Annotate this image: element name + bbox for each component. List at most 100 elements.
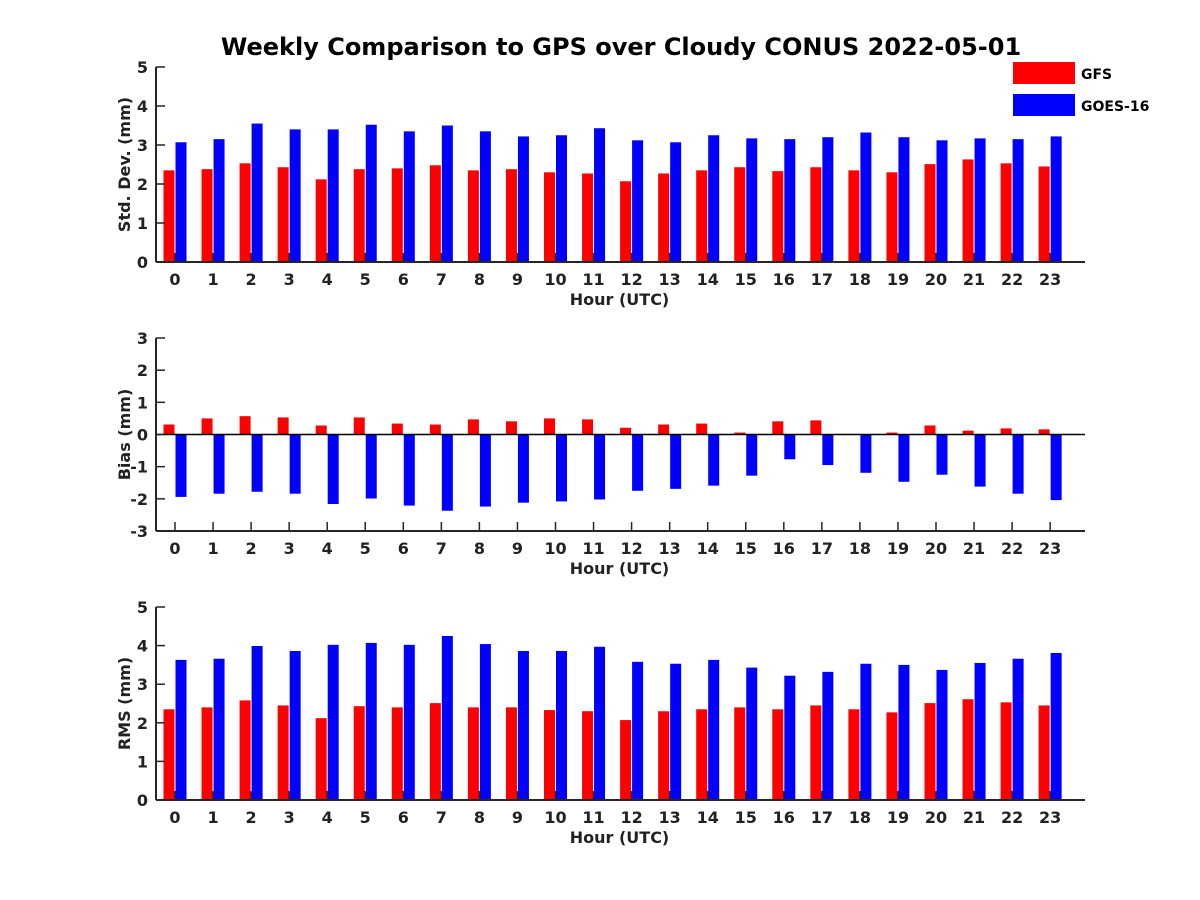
x-tick-label: 16 — [773, 539, 795, 558]
bar-goes16-hour-23 — [1050, 136, 1062, 262]
bar-gfs-hour-8 — [467, 170, 479, 262]
bar-goes16-hour-21 — [974, 434, 986, 487]
x-tick-label: 18 — [849, 270, 871, 289]
bar-gfs-hour-9 — [505, 707, 517, 800]
bar-goes16-hour-15 — [746, 138, 758, 262]
bar-goes16-hour-16 — [784, 434, 796, 460]
bar-gfs-hour-2 — [239, 700, 251, 800]
bar-goes16-hour-12 — [632, 140, 644, 262]
bar-goes16-hour-1 — [213, 139, 225, 262]
x-tick-label: 13 — [659, 270, 681, 289]
bar-gfs-hour-18 — [848, 170, 860, 262]
bar-gfs-hour-1 — [201, 418, 213, 435]
bar-gfs-hour-23 — [1038, 166, 1050, 262]
x-tick-label: 15 — [735, 539, 757, 558]
bar-gfs-hour-7 — [429, 703, 441, 800]
bar-goes16-hour-16 — [784, 139, 796, 262]
x-tick-label: 18 — [849, 539, 871, 558]
x-tick-label: 8 — [474, 539, 485, 558]
y-tick-label: 5 — [137, 598, 148, 617]
bar-goes16-hour-4 — [327, 434, 339, 504]
x-axis-label: Hour (UTC) — [570, 828, 670, 847]
bar-goes16-hour-22 — [1012, 658, 1024, 800]
bar-gfs-hour-13 — [658, 711, 670, 800]
bar-gfs-hour-19 — [886, 172, 898, 262]
bar-goes16-hour-2 — [251, 434, 263, 492]
y-tick-label: 0 — [137, 791, 148, 810]
bar-gfs-hour-7 — [429, 165, 441, 262]
bar-gfs-hour-20 — [924, 425, 936, 435]
bar-gfs-hour-1 — [201, 707, 213, 800]
x-tick-label: 14 — [697, 270, 719, 289]
bar-goes16-hour-8 — [479, 644, 491, 800]
bar-gfs-hour-10 — [544, 418, 555, 435]
x-tick-label: 2 — [246, 539, 257, 558]
bar-goes16-hour-14 — [708, 135, 720, 262]
chart-title: Weekly Comparison to GPS over Cloudy CON… — [221, 33, 1021, 61]
y-tick-label: 1 — [137, 214, 148, 233]
bar-goes16-hour-13 — [670, 434, 682, 489]
y-tick-label: 2 — [137, 361, 148, 380]
x-tick-label: 10 — [544, 808, 566, 827]
x-tick-label: 20 — [925, 808, 947, 827]
bar-gfs-hour-8 — [467, 419, 479, 435]
x-axis-label: Hour (UTC) — [570, 559, 670, 578]
x-tick-label: 14 — [697, 808, 719, 827]
bar-gfs-hour-21 — [962, 699, 974, 800]
bar-goes16-hour-17 — [822, 671, 834, 800]
bar-goes16-hour-12 — [632, 661, 644, 800]
x-tick-label: 3 — [284, 539, 295, 558]
bar-gfs-hour-9 — [505, 421, 517, 435]
bar-gfs-hour-23 — [1038, 705, 1050, 800]
x-tick-label: 7 — [436, 808, 447, 827]
bar-goes16-hour-17 — [822, 137, 834, 262]
bar-goes16-hour-22 — [1012, 139, 1024, 262]
y-tick-label: -3 — [130, 522, 148, 541]
bar-goes16-hour-14 — [708, 434, 720, 486]
bar-gfs-hour-11 — [582, 711, 594, 800]
bar-goes16-hour-2 — [251, 645, 263, 800]
x-tick-label: 8 — [474, 270, 485, 289]
legend-label-goes16: GOES-16 — [1081, 99, 1149, 115]
x-tick-label: 10 — [544, 539, 566, 558]
bar-goes16-hour-6 — [403, 434, 415, 506]
bar-gfs-hour-4 — [315, 179, 327, 262]
x-tick-label: 12 — [620, 808, 642, 827]
bar-gfs-hour-12 — [620, 427, 632, 435]
bar-goes16-hour-20 — [936, 434, 948, 475]
x-tick-label: 12 — [620, 539, 642, 558]
x-tick-label: 19 — [887, 808, 909, 827]
bar-gfs-hour-14 — [696, 170, 708, 262]
bar-goes16-hour-21 — [974, 662, 986, 800]
bar-goes16-hour-0 — [175, 434, 187, 497]
x-tick-label: 7 — [436, 270, 447, 289]
bar-goes16-hour-11 — [594, 434, 606, 500]
bar-goes16-hour-1 — [213, 434, 225, 494]
bar-gfs-hour-0 — [163, 424, 175, 435]
x-tick-label: 22 — [1001, 539, 1023, 558]
y-tick-label: 1 — [137, 752, 148, 771]
bar-goes16-hour-10 — [556, 434, 567, 502]
bar-goes16-hour-9 — [517, 434, 529, 503]
bar-goes16-hour-19 — [898, 434, 910, 482]
bar-goes16-hour-18 — [860, 434, 872, 473]
y-tick-label: 5 — [137, 58, 148, 77]
bar-goes16-hour-16 — [784, 675, 796, 800]
bar-goes16-hour-3 — [289, 651, 301, 800]
x-tick-label: 22 — [1001, 808, 1023, 827]
x-tick-label: 9 — [512, 539, 523, 558]
bar-goes16-hour-8 — [479, 434, 491, 507]
bar-gfs-hour-5 — [353, 169, 365, 262]
bar-gfs-hour-19 — [886, 432, 898, 435]
x-tick-label: 20 — [925, 539, 947, 558]
bar-goes16-hour-15 — [746, 667, 758, 800]
bar-gfs-hour-20 — [924, 164, 936, 262]
bar-gfs-hour-15 — [734, 167, 746, 262]
x-tick-label: 3 — [284, 270, 295, 289]
bar-gfs-hour-2 — [239, 416, 251, 435]
bar-goes16-hour-12 — [632, 434, 644, 491]
x-tick-label: 1 — [207, 808, 218, 827]
y-tick-label: 4 — [137, 637, 148, 656]
